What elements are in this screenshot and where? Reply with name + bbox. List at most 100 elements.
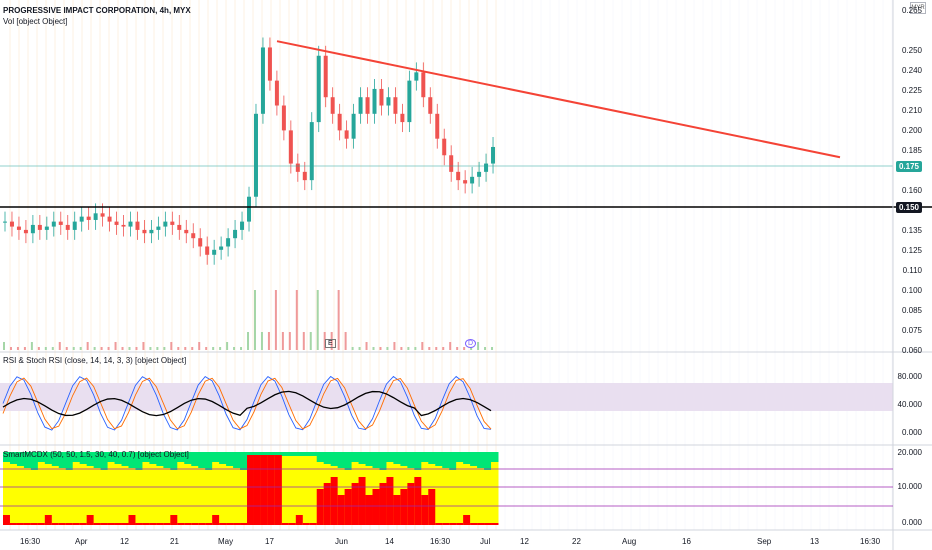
volume-bar bbox=[177, 347, 180, 350]
candle-body bbox=[365, 97, 370, 114]
candle-body bbox=[260, 47, 265, 114]
rsi-axis-0: 0.000 bbox=[901, 428, 922, 437]
smc-red-bar bbox=[393, 495, 401, 525]
smc-red-bar bbox=[260, 455, 269, 525]
candle-body bbox=[393, 97, 398, 114]
smc-green-bar bbox=[93, 452, 102, 468]
rsi-label[interactable]: RSI & Stoch RSI (close, 14, 14, 3, 3) [o… bbox=[3, 356, 187, 365]
dividend-marker[interactable]: D bbox=[465, 339, 477, 348]
smc-green-bar bbox=[267, 452, 276, 456]
candle-body bbox=[128, 221, 133, 227]
smc-green-bar bbox=[128, 452, 136, 468]
smc-green-bar bbox=[323, 452, 332, 464]
time-tick: 16:30 bbox=[20, 537, 41, 546]
time-tick: 22 bbox=[572, 537, 581, 546]
smc-green-bar bbox=[184, 452, 192, 464]
candle-body bbox=[442, 138, 447, 156]
smc-yellow-bar bbox=[79, 464, 88, 525]
currency-label[interactable]: MYR bbox=[910, 2, 926, 14]
smc-green-bar bbox=[274, 452, 283, 456]
candle-body bbox=[58, 221, 63, 225]
smc-yellow-bar bbox=[226, 466, 234, 525]
volume-bar bbox=[414, 347, 417, 350]
smc-green-bar bbox=[107, 452, 116, 462]
smc-red-bar bbox=[316, 489, 325, 525]
volume-bar bbox=[86, 342, 89, 350]
volume-bar bbox=[65, 347, 68, 350]
smc-green-bar bbox=[163, 452, 171, 468]
chart-title[interactable]: PROGRESSIVE IMPACT CORPORATION, 4h, MYX bbox=[3, 6, 191, 15]
volume-bar bbox=[456, 347, 459, 350]
volume-bar bbox=[51, 347, 54, 350]
candle-body bbox=[163, 221, 168, 227]
smc-label[interactable]: SmartMCDX (50, 50, 1.5, 30, 40, 0.7) [ob… bbox=[3, 450, 189, 459]
volume-bar bbox=[253, 290, 256, 350]
smc-green-bar bbox=[30, 452, 39, 470]
smc-green-bar bbox=[302, 452, 311, 456]
candle-body bbox=[37, 224, 42, 230]
smc-green-bar bbox=[400, 452, 408, 466]
smc-green-bar bbox=[65, 452, 74, 470]
time-tick: 16:30 bbox=[860, 537, 881, 546]
smc-red-bar bbox=[267, 455, 276, 525]
volume-bar bbox=[372, 347, 375, 350]
volume-bar bbox=[44, 347, 47, 350]
candle-body bbox=[484, 163, 489, 172]
volume-label[interactable]: Vol [object Object] bbox=[3, 17, 68, 26]
smc-red-bar bbox=[205, 523, 213, 525]
earnings-marker[interactable]: E bbox=[325, 339, 336, 348]
smc-green-bar bbox=[456, 452, 464, 462]
smc-yellow-bar bbox=[442, 468, 450, 525]
smc-red-bar bbox=[302, 523, 311, 525]
candle-body bbox=[107, 216, 112, 222]
smc-yellow-bar bbox=[393, 464, 401, 525]
smc-yellow-bar bbox=[470, 466, 478, 525]
candle-body bbox=[219, 246, 224, 250]
support-price-tag: 0.150 bbox=[895, 202, 922, 213]
volume-bar bbox=[470, 347, 473, 350]
smc-green-bar bbox=[240, 452, 248, 470]
smc-red-bar bbox=[149, 523, 157, 525]
smc-yellow-bar bbox=[16, 466, 25, 525]
candle-body bbox=[93, 213, 98, 220]
volume-bar bbox=[128, 347, 131, 350]
smc-yellow-bar bbox=[219, 464, 227, 525]
time-tick: 21 bbox=[170, 537, 179, 546]
candle-body bbox=[358, 97, 363, 114]
volume-bar bbox=[9, 347, 12, 350]
smc-green-bar bbox=[491, 452, 499, 462]
smc-yellow-bar bbox=[72, 462, 81, 525]
price-tick: 0.225 bbox=[901, 86, 922, 95]
candle-body bbox=[274, 80, 279, 106]
candle-body bbox=[23, 229, 28, 234]
smc-yellow-bar bbox=[421, 462, 429, 525]
smc-red-bar bbox=[114, 523, 123, 525]
smc-red-bar bbox=[463, 515, 471, 525]
volume-bar bbox=[3, 342, 5, 350]
smc-yellow-bar bbox=[295, 456, 304, 525]
smc-red-bar bbox=[247, 455, 255, 525]
price-tick: 0.075 bbox=[901, 326, 922, 335]
candle-body bbox=[226, 238, 231, 247]
candle-body bbox=[316, 55, 321, 123]
candle-body bbox=[288, 130, 293, 164]
smc-yellow-bar bbox=[65, 470, 74, 525]
smc-red-bar bbox=[191, 523, 199, 525]
trendline[interactable] bbox=[276, 40, 841, 159]
volume-bar bbox=[386, 347, 389, 350]
smc-red-bar bbox=[135, 523, 143, 525]
volume-bar bbox=[330, 332, 333, 350]
candle-body bbox=[198, 238, 203, 247]
price-tick: 0.135 bbox=[901, 226, 922, 235]
volume-bar bbox=[344, 332, 347, 350]
candle-body bbox=[233, 229, 238, 239]
price-tick: 0.240 bbox=[901, 66, 922, 75]
volume-bar bbox=[421, 342, 424, 350]
volume-bar bbox=[184, 347, 187, 350]
time-tick: 12 bbox=[120, 537, 129, 546]
smc-yellow-bar bbox=[149, 464, 157, 525]
smc-yellow-bar bbox=[233, 468, 241, 525]
volume-bar bbox=[219, 347, 222, 350]
smc-green-bar bbox=[330, 452, 339, 466]
